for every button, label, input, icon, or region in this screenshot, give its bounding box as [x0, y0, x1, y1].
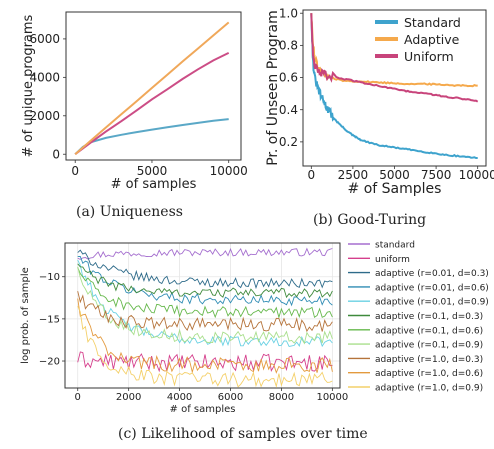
- series-line: [77, 298, 333, 374]
- y-tick-label: −20: [39, 357, 60, 368]
- likelihood-chart: 0 2000 4000 6000 8000 10000 −10 −15 −20 # of samp…: [20, 241, 489, 416]
- legend-label: adaptive (r=0.1, d=0.3): [375, 312, 483, 322]
- x-axis-label: # of Samples: [348, 181, 442, 197]
- series-line: [77, 255, 333, 307]
- legend-label: adaptive (r=1.0, d=0.9): [375, 384, 483, 394]
- y-tick-label: 0.4: [279, 103, 298, 117]
- likelihood-caption: (c) Likelihood of samples over time: [118, 426, 368, 442]
- y-tick-label: 0: [52, 147, 60, 161]
- y-tick-label: 2000: [29, 109, 60, 123]
- series-line: [77, 351, 333, 373]
- legend-label: Standard: [404, 15, 461, 30]
- y-tick-label: 6000: [29, 32, 60, 46]
- uniqueness-chart: 0 5000 10000 0 2000 4000 6000 # of samples # of …: [21, 11, 248, 192]
- legend-label: Adaptive: [404, 32, 460, 47]
- series-line: [77, 247, 333, 260]
- legend-label: adaptive (r=0.1, d=0.9): [375, 341, 483, 351]
- x-tick-label: 2000: [116, 392, 141, 403]
- legend-label: adaptive (r=1.0, d=0.3): [375, 355, 483, 365]
- legend-label: adaptive (r=0.01, d=0.9): [375, 298, 489, 308]
- x-tick-label: 0: [71, 164, 79, 178]
- y-tick-label: −15: [39, 314, 60, 325]
- x-tick-label: 10000: [210, 164, 248, 178]
- y-axis-label: log prob. of sample: [20, 267, 31, 364]
- y-tick-label: 4000: [29, 71, 60, 85]
- series-line: [77, 267, 333, 319]
- x-tick-label: 6000: [218, 392, 243, 403]
- y-axis-label: # of unique programs: [21, 14, 36, 157]
- good-turing-chart: 0 2500 5000 7500 10000 0.2 0.4 0.6 0.8 1.0 # of Sa…: [265, 6, 494, 197]
- x-tick-label: 2500: [338, 168, 369, 182]
- legend-label: adaptive (r=0.01, d=0.6): [375, 283, 489, 293]
- series-line: [77, 263, 333, 299]
- series-line: [74, 21, 230, 155]
- legend-label: uniform: [375, 255, 410, 265]
- good-turing-caption: (b) Good-Turing: [313, 212, 427, 228]
- series-line: [74, 52, 230, 156]
- y-tick-label: 0.6: [279, 71, 298, 85]
- legend-label: Uniform: [404, 49, 454, 64]
- likelihood-panel: 0 2000 4000 6000 8000 10000 −10 −15 −20 # of samp…: [0, 235, 494, 449]
- y-tick-label: 0.2: [279, 135, 298, 149]
- uniqueness-caption: (a) Uniqueness: [76, 204, 183, 220]
- legend-label: adaptive (r=0.1, d=0.6): [375, 326, 483, 336]
- plot-frame: [65, 11, 242, 161]
- legend-label: adaptive (r=1.0, d=0.6): [375, 369, 483, 379]
- x-tick-label: 0: [307, 168, 315, 182]
- x-tick-label: 5000: [137, 164, 168, 178]
- y-tick-label: 0.8: [279, 39, 298, 53]
- y-tick-label: 1.0: [279, 6, 298, 20]
- x-axis-label: # of samples: [170, 404, 236, 415]
- x-tick-label: 5000: [379, 168, 410, 182]
- y-tick-label: −10: [39, 272, 60, 283]
- uniqueness-panel: 0 5000 10000 0 2000 4000 6000 # of samples # of …: [0, 0, 250, 230]
- x-tick-label: 8000: [269, 392, 294, 403]
- x-tick-label: 7500: [421, 168, 452, 182]
- x-tick-label: 10000: [459, 168, 494, 182]
- series-line: [77, 291, 333, 333]
- x-tick-label: 4000: [167, 392, 192, 403]
- x-tick-label: 10000: [316, 392, 348, 403]
- series-line: [310, 13, 479, 103]
- y-axis-label: Pr. of Unseen Program: [265, 10, 281, 166]
- series-line: [77, 249, 333, 290]
- series-line: [77, 266, 333, 345]
- legend-label: standard: [375, 241, 415, 251]
- series-line: [77, 259, 333, 348]
- plot-frame: [64, 242, 341, 389]
- x-axis-label: # of samples: [111, 177, 197, 192]
- legend-label: adaptive (r=0.01, d=0.3): [375, 269, 489, 279]
- good-turing-panel: 0 2500 5000 7500 10000 0.2 0.4 0.6 0.8 1.0 # of Sa…: [250, 0, 494, 235]
- series-line: [310, 13, 478, 159]
- x-tick-label: 0: [75, 392, 81, 403]
- series-line: [77, 306, 333, 389]
